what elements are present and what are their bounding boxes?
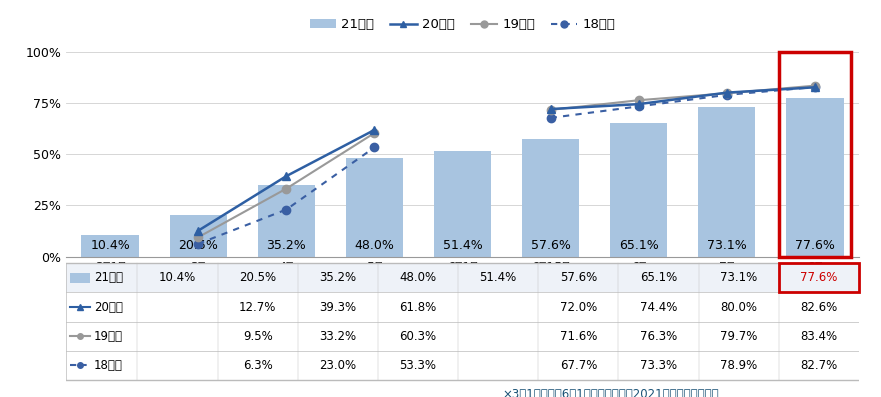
- Bar: [257, 185, 315, 257]
- Text: 33.2%: 33.2%: [319, 330, 357, 343]
- Text: 39.3%: 39.3%: [319, 301, 357, 314]
- Text: 9.5%: 9.5%: [243, 330, 272, 343]
- Text: 23.0%: 23.0%: [319, 359, 357, 372]
- Text: ×3月1日時点、6月1日時点の調査は2021年卒で初めて実施: ×3月1日時点、6月1日時点の調査は2021年卒で初めて実施: [502, 388, 719, 397]
- Text: 82.7%: 82.7%: [800, 359, 838, 372]
- Text: 83.4%: 83.4%: [800, 330, 838, 343]
- Text: 20.5%: 20.5%: [178, 239, 218, 252]
- Text: 77.6%: 77.6%: [795, 239, 835, 252]
- Bar: [522, 139, 579, 257]
- Text: 57.6%: 57.6%: [559, 272, 597, 284]
- Bar: [345, 158, 403, 257]
- Text: 6.3%: 6.3%: [243, 359, 272, 372]
- Text: 65.1%: 65.1%: [640, 272, 677, 284]
- Bar: [169, 215, 227, 257]
- Text: 72.0%: 72.0%: [559, 301, 597, 314]
- Text: 12.7%: 12.7%: [239, 301, 277, 314]
- Text: 48.0%: 48.0%: [354, 239, 395, 252]
- Text: 20.5%: 20.5%: [239, 272, 277, 284]
- Text: 74.4%: 74.4%: [640, 301, 677, 314]
- Text: 71.6%: 71.6%: [559, 330, 597, 343]
- Text: 21年卒: 21年卒: [94, 272, 123, 284]
- Text: 51.4%: 51.4%: [479, 272, 517, 284]
- Bar: [70, 273, 90, 283]
- Text: 18年卒: 18年卒: [94, 359, 122, 372]
- Legend: 21年卒, 20年卒, 19年卒, 18年卒: 21年卒, 20年卒, 19年卒, 18年卒: [304, 13, 621, 37]
- Bar: [433, 151, 492, 257]
- Bar: [698, 107, 755, 257]
- Text: 10.4%: 10.4%: [90, 239, 130, 252]
- Text: 73.3%: 73.3%: [640, 359, 677, 372]
- Text: 35.2%: 35.2%: [266, 239, 307, 252]
- Bar: [66, 263, 859, 293]
- Bar: [786, 98, 843, 257]
- Bar: [610, 123, 668, 257]
- Text: 73.1%: 73.1%: [707, 239, 747, 252]
- Text: 10.4%: 10.4%: [159, 272, 196, 284]
- Text: 77.6%: 77.6%: [800, 272, 838, 284]
- Text: 61.8%: 61.8%: [399, 301, 437, 314]
- Text: 35.2%: 35.2%: [319, 272, 357, 284]
- Text: 82.6%: 82.6%: [800, 301, 838, 314]
- Text: 57.6%: 57.6%: [530, 239, 571, 252]
- Bar: [779, 263, 859, 293]
- Bar: [779, 52, 850, 257]
- Text: 20年卒: 20年卒: [94, 301, 122, 314]
- Text: 60.3%: 60.3%: [399, 330, 437, 343]
- Text: 78.9%: 78.9%: [720, 359, 758, 372]
- Text: 48.0%: 48.0%: [399, 272, 437, 284]
- Text: 80.0%: 80.0%: [721, 301, 757, 314]
- Bar: [81, 235, 139, 257]
- Text: 73.1%: 73.1%: [720, 272, 758, 284]
- Text: 19年卒: 19年卒: [94, 330, 123, 343]
- Text: 67.7%: 67.7%: [559, 359, 597, 372]
- Text: 76.3%: 76.3%: [640, 330, 677, 343]
- Text: 79.7%: 79.7%: [720, 330, 758, 343]
- Text: 51.4%: 51.4%: [442, 239, 483, 252]
- Text: 65.1%: 65.1%: [618, 239, 659, 252]
- Text: 53.3%: 53.3%: [400, 359, 436, 372]
